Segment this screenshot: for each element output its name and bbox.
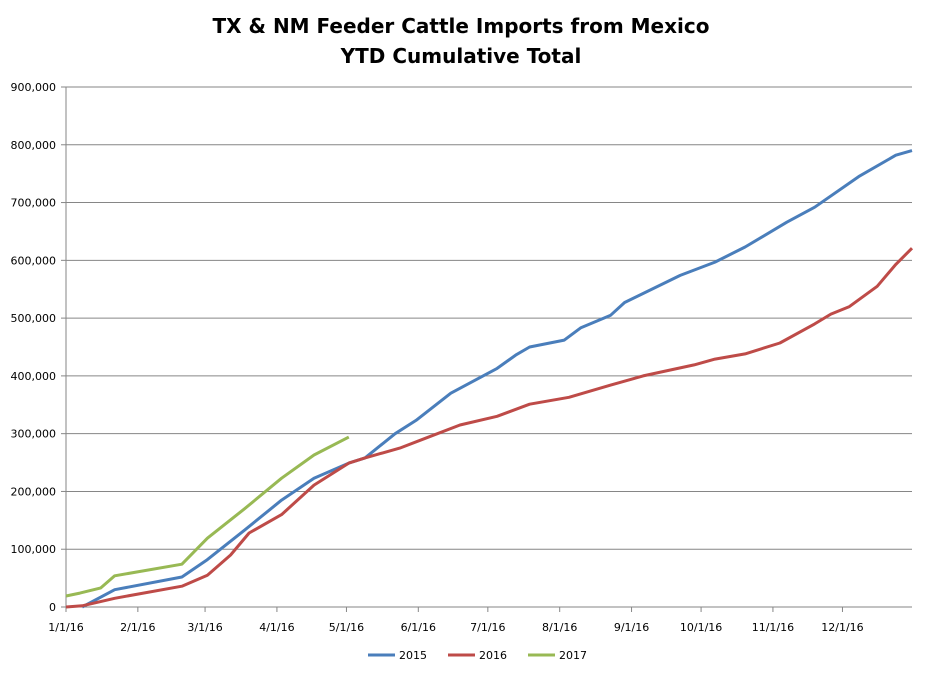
y-tick-label: 200,000 <box>11 485 57 498</box>
x-tick-label: 12/1/16 <box>821 621 863 634</box>
x-tick-label: 1/1/16 <box>48 621 83 634</box>
x-tick-label: 10/1/16 <box>680 621 722 634</box>
series-line-2015 <box>81 149 913 609</box>
series-line-2017 <box>65 435 350 598</box>
x-tick-label: 6/1/16 <box>401 621 436 634</box>
chart-title: TX & NM Feeder Cattle Imports from Mexic… <box>213 14 710 38</box>
chart-subtitle: YTD Cumulative Total <box>340 44 582 68</box>
x-tick-label: 5/1/16 <box>329 621 364 634</box>
x-tick-label: 2/1/16 <box>120 621 155 634</box>
y-tick-label: 100,000 <box>11 543 57 556</box>
series-line-2016 <box>65 247 914 609</box>
legend-label-2017: 2017 <box>559 649 587 662</box>
legend-label-2016: 2016 <box>479 649 507 662</box>
x-tick-label: 4/1/16 <box>259 621 294 634</box>
y-tick-label: 300,000 <box>11 428 57 441</box>
y-tick-label: 800,000 <box>11 139 57 152</box>
y-tick-label: 0 <box>49 601 56 614</box>
x-tick-label: 8/1/16 <box>542 621 577 634</box>
y-tick-label: 700,000 <box>11 197 57 210</box>
x-tick-label: 7/1/16 <box>470 621 505 634</box>
y-tick-label: 500,000 <box>11 312 57 325</box>
x-tick-label: 9/1/16 <box>614 621 649 634</box>
y-tick-label: 900,000 <box>11 81 57 94</box>
x-tick-label: 3/1/16 <box>187 621 222 634</box>
x-tick-label: 11/1/16 <box>752 621 794 634</box>
y-tick-label: 600,000 <box>11 254 57 267</box>
y-tick-label: 400,000 <box>11 370 57 383</box>
legend-label-2015: 2015 <box>399 649 427 662</box>
